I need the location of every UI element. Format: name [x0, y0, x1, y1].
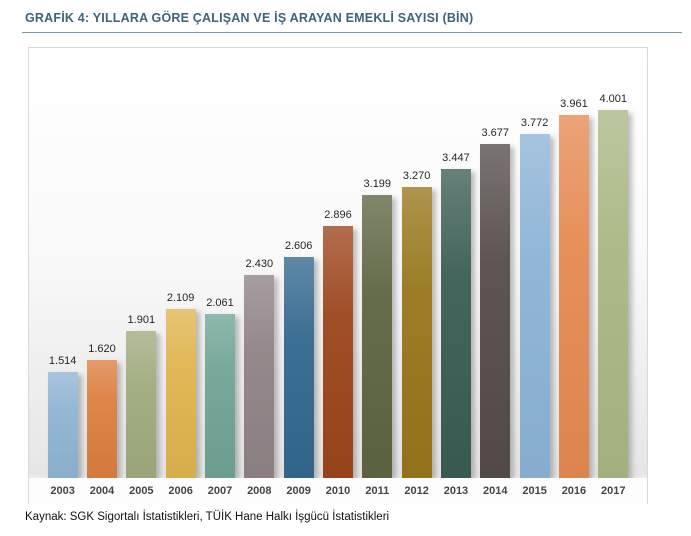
- bar-2008: [244, 275, 275, 478]
- bar-value-label: 1.514: [48, 355, 77, 367]
- year-label-2016: 2016: [561, 485, 587, 497]
- bar-column-2013: 3.447: [436, 48, 475, 478]
- bar-column-2010: 2.896: [318, 48, 357, 478]
- bar-2011: [362, 195, 393, 478]
- bar-sheen: [244, 275, 275, 478]
- bar-value-label: 3.961: [560, 98, 588, 110]
- bar-sheen: [86, 360, 117, 478]
- bar-value-label: 1.901: [127, 314, 156, 326]
- bar-value-label: 1.620: [88, 343, 116, 355]
- bar-2009: [283, 257, 314, 478]
- bar-value-label: 2.109: [166, 292, 195, 304]
- year-label-2004: 2004: [89, 485, 115, 497]
- bar-sheen: [480, 144, 511, 478]
- bar-2004: [86, 360, 117, 478]
- year-label-2011: 2011: [365, 485, 390, 497]
- bar-sheen: [598, 110, 629, 478]
- bar-2012: [401, 187, 432, 478]
- year-label-2012: 2012: [404, 485, 429, 497]
- bar-value-label: 3.199: [363, 178, 392, 190]
- bar-sheen: [283, 257, 314, 478]
- year-label-2005: 2005: [129, 485, 154, 497]
- year-label-2007: 2007: [207, 485, 233, 497]
- year-label-2014: 2014: [483, 485, 508, 497]
- year-label-2009: 2009: [286, 485, 311, 497]
- chart-title: GRAFİK 4: YILLARA GÖRE ÇALIŞAN VE İŞ ARA…: [25, 11, 474, 25]
- bar-sheen: [362, 195, 393, 478]
- bar-column-2007: 2.061: [200, 48, 239, 478]
- bar-value-label: 2.606: [284, 240, 313, 252]
- bar-value-label: 2.896: [324, 209, 352, 221]
- bar-column-2012: 3.270: [397, 48, 436, 478]
- bar-value-label: 2.430: [245, 258, 274, 270]
- bar-column-2003: 1.514: [43, 48, 82, 478]
- bar-2013: [440, 169, 471, 478]
- year-label-2003: 2003: [50, 485, 75, 497]
- bar-column-2006: 2.109: [161, 48, 200, 478]
- bar-sheen: [558, 115, 589, 478]
- year-label-2015: 2015: [522, 485, 547, 497]
- bar-2006: [165, 309, 196, 478]
- bar-2014: [480, 144, 511, 478]
- bar-2007: [204, 314, 235, 478]
- title-underline: [22, 32, 682, 33]
- year-label-2006: 2006: [168, 485, 193, 497]
- bar-value-label: 3.447: [442, 152, 470, 164]
- year-label-2010: 2010: [325, 485, 351, 497]
- bar-column-2016: 3.961: [554, 48, 593, 478]
- bar-column-2015: 3.772: [515, 48, 554, 478]
- bar-sheen: [519, 134, 550, 478]
- year-label-2008: 2008: [247, 485, 272, 497]
- bar-column-2014: 3.677: [476, 48, 515, 478]
- year-label-2013: 2013: [443, 485, 469, 497]
- bar-2016: [558, 115, 589, 478]
- bar-sheen: [47, 372, 78, 478]
- bar-column-2009: 2.606: [279, 48, 318, 478]
- bar-value-label: 2.061: [206, 297, 234, 309]
- bar-column-2005: 1.901: [122, 48, 161, 478]
- bar-sheen: [204, 314, 235, 478]
- bar-2005: [126, 331, 157, 478]
- x-axis: 2003 2004 2005 2006 2007 2008 2009 2010 2011 2012…: [29, 478, 647, 504]
- year-label-2017: 2017: [601, 485, 626, 497]
- bar-sheen: [440, 169, 471, 478]
- bar-sheen: [322, 226, 353, 478]
- bar-sheen: [165, 309, 196, 478]
- bar-column-2004: 1.620: [82, 48, 121, 478]
- bar-2010: [322, 226, 353, 478]
- bar-column-2017: 4.001: [594, 48, 633, 478]
- bar-sheen: [126, 331, 157, 478]
- bar-2003: [47, 372, 78, 478]
- bar-2015: [519, 134, 550, 478]
- bar-value-label: 3.270: [402, 170, 431, 182]
- bar-column-2011: 3.199: [358, 48, 397, 478]
- bar-value-label: 3.677: [481, 127, 510, 139]
- bar-value-label: 3.772: [520, 117, 549, 129]
- plot-area: 1.514 1.620 1.901 2.109 2.061 2.430 2.606 2.896…: [29, 48, 647, 478]
- bar-2017: [598, 110, 629, 478]
- bar-column-2008: 2.430: [240, 48, 279, 478]
- bar-value-label: 4.001: [599, 93, 628, 105]
- chart-panel: 1.514 1.620 1.901 2.109 2.061 2.430 2.606 2.896…: [28, 47, 648, 504]
- source-note: Kaynak: SGK Sigortalı İstatistikleri, TÜ…: [25, 511, 390, 523]
- bar-sheen: [401, 187, 432, 478]
